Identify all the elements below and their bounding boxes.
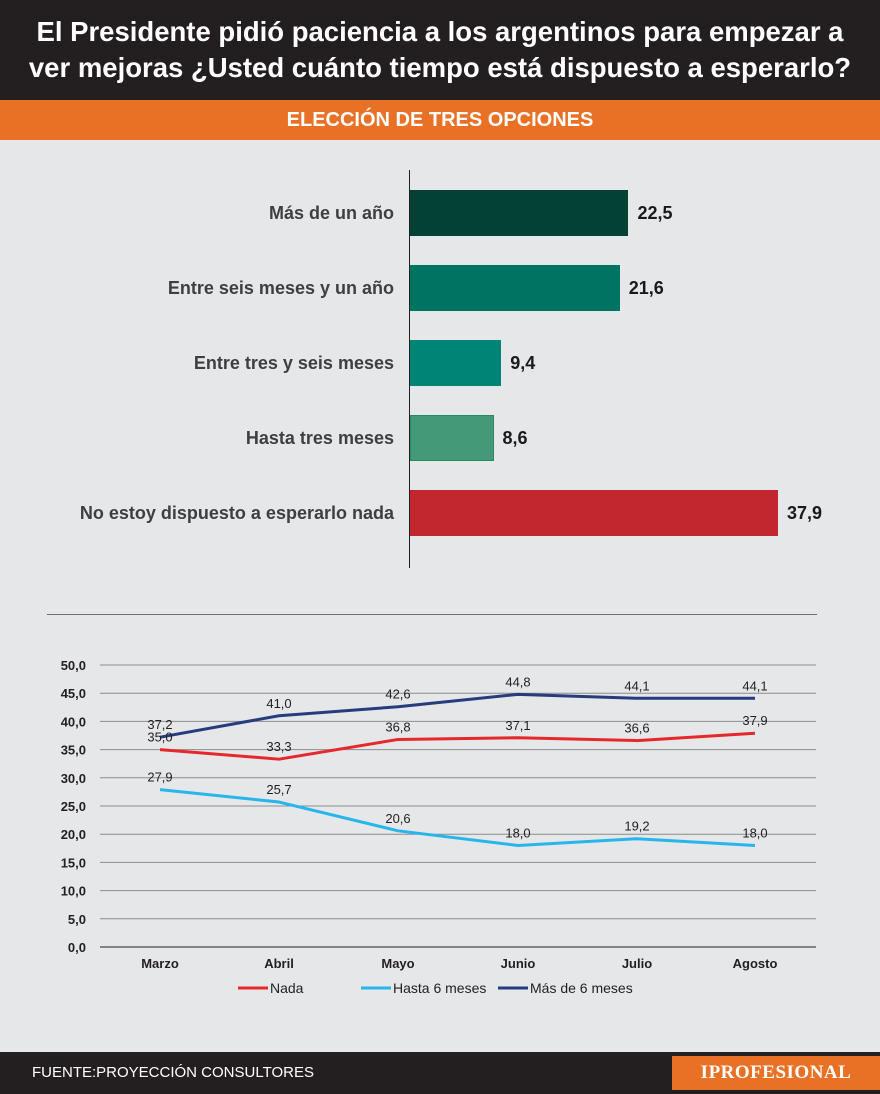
source-text: FUENTE:PROYECCIÓN CONSULTORES — [32, 1064, 314, 1081]
y-tick-label: 50,0 — [61, 658, 86, 673]
x-tick-label: Agosto — [733, 956, 778, 971]
x-tick-label: Abril — [264, 956, 294, 971]
data-label: 19,2 — [624, 819, 649, 834]
series-line — [159, 731, 756, 761]
bar — [410, 190, 629, 236]
line-chart: 0,0 5,0 10,0 15,0 20,0 25,0 30,0 35,0 40,0 45,0 50… — [61, 658, 816, 996]
x-tick-label: Junio — [501, 956, 536, 971]
data-label: 25,7 — [266, 782, 291, 797]
y-tick-label: 20,0 — [61, 827, 86, 842]
legend-label: Nada — [270, 980, 304, 996]
bar-value-label: 21,6 — [628, 278, 664, 298]
x-tick-label: Mayo — [381, 956, 414, 971]
y-tick-label: 5,0 — [68, 912, 86, 927]
bar — [410, 265, 620, 311]
x-tick-label: Marzo — [141, 956, 179, 971]
bar-chart: Más de un año 22,5 Entre seis meses y un a… — [0, 140, 880, 600]
legend-label: Hasta 6 meses — [393, 980, 486, 996]
data-label: 36,8 — [385, 719, 410, 734]
footer: FUENTE:PROYECCIÓN CONSULTORES IPROFESION… — [0, 1052, 880, 1094]
bar-value-label: 8,6 — [502, 428, 528, 448]
bar-label: Hasta tres meses — [245, 428, 394, 448]
data-label: 44,1 — [742, 678, 767, 693]
data-label: 18,0 — [742, 825, 767, 840]
header: El Presidente pidió paciencia a los arge… — [0, 0, 880, 100]
bar — [410, 490, 778, 536]
data-label: 42,6 — [385, 687, 410, 702]
y-tick-label: 45,0 — [61, 686, 86, 701]
y-tick-label: 10,0 — [61, 884, 86, 899]
data-label: 35,0 — [147, 730, 172, 745]
bar-label: No estoy dispuesto a esperarlo nada — [79, 503, 394, 523]
bar — [410, 415, 494, 461]
bar-chart-title: ELECCIÓN DE TRES OPCIONES — [286, 109, 594, 131]
title-line-1: El Presidente pidió paciencia a los arge… — [36, 16, 844, 47]
section-divider — [47, 614, 817, 615]
bar-label: Entre seis meses y un año — [167, 278, 394, 298]
data-label: 36,6 — [624, 721, 649, 736]
data-label: 37,2 — [147, 717, 172, 732]
bar-value-label: 37,9 — [787, 503, 823, 523]
title-line-2: ver mejoras ¿Usted cuánto tiempo está di… — [28, 52, 852, 83]
series-line — [159, 692, 755, 739]
y-tick-label: 0,0 — [68, 940, 86, 955]
y-tick-label: 40,0 — [61, 714, 86, 729]
data-label: 33,3 — [266, 739, 291, 754]
series-line — [159, 788, 756, 847]
bar-label: Más de un año — [268, 203, 394, 223]
data-label: 44,8 — [505, 674, 530, 689]
x-tick-label: Julio — [622, 956, 652, 971]
data-label: 18,0 — [505, 825, 530, 840]
data-label: 41,0 — [266, 696, 291, 711]
data-label: 37,1 — [505, 718, 530, 733]
data-label: 27,9 — [147, 770, 172, 785]
bar-value-label: 22,5 — [637, 203, 673, 223]
data-label: 20,6 — [385, 811, 410, 826]
subtitle-banner: ELECCIÓN DE TRES OPCIONES — [0, 100, 880, 140]
bar-value-label: 9,4 — [510, 353, 536, 373]
bar-chart-axis — [409, 170, 410, 568]
y-tick-label: 30,0 — [61, 771, 86, 786]
y-tick-label: 25,0 — [61, 799, 86, 814]
data-label: 37,9 — [742, 713, 767, 728]
brand-logo: IPROFESIONAL — [672, 1056, 880, 1090]
bar — [410, 340, 502, 386]
data-label: 44,1 — [624, 678, 649, 693]
y-tick-label: 35,0 — [61, 743, 86, 758]
bar-label: Entre tres y seis meses — [193, 353, 394, 373]
y-tick-label: 15,0 — [61, 855, 86, 870]
legend-label: Más de 6 meses — [530, 980, 633, 996]
page-title: El Presidente pidió paciencia a los arge… — [0, 14, 880, 86]
